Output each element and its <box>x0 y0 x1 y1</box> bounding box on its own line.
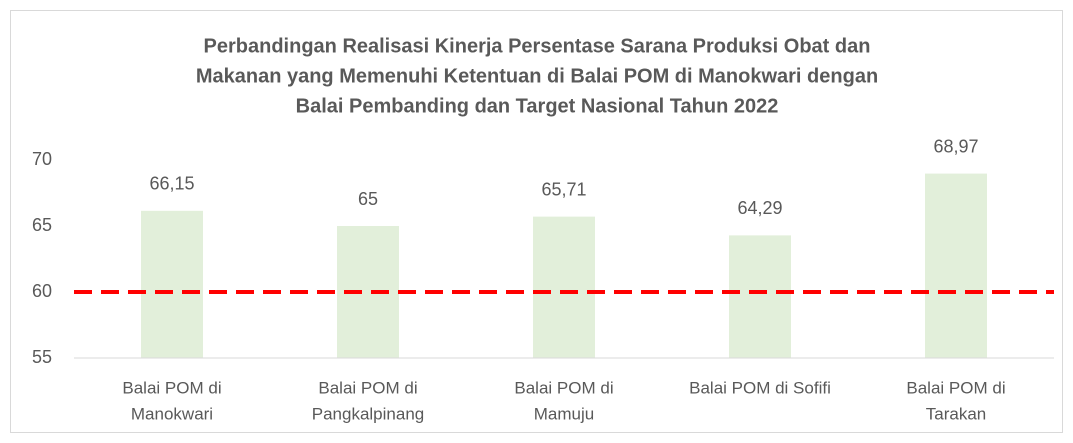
y-tick-label: 55 <box>32 347 52 367</box>
data-label: 65 <box>358 189 378 209</box>
data-label: 66,15 <box>149 174 194 194</box>
bar <box>533 216 595 358</box>
x-tick-label: Balai POM di <box>906 378 1005 397</box>
bar <box>141 210 203 358</box>
x-tick-label: Pangkalpinang <box>312 404 424 423</box>
data-label: 64,29 <box>737 198 782 218</box>
data-label: 65,71 <box>541 179 586 199</box>
y-tick-label: 65 <box>32 215 52 235</box>
chart-title: Perbandingan Realisasi Kinerja Persentas… <box>204 35 871 57</box>
y-tick-label: 70 <box>32 149 52 169</box>
x-tick-label: Mamuju <box>534 404 594 423</box>
chart-title: Makanan yang Memenuhi Ketentuan di Balai… <box>196 65 878 87</box>
x-tick-label: Tarakan <box>926 404 986 423</box>
bar <box>729 235 791 358</box>
bar <box>925 173 987 358</box>
x-tick-label: Balai POM di <box>318 378 417 397</box>
data-label: 68,97 <box>933 136 978 156</box>
chart-title: Balai Pembanding dan Target Nasional Tah… <box>296 95 779 117</box>
x-tick-label: Balai POM di <box>122 378 221 397</box>
x-tick-label: Manokwari <box>131 404 213 423</box>
x-tick-label: Balai POM di Sofifi <box>689 378 831 397</box>
y-tick-label: 60 <box>32 281 52 301</box>
x-tick-label: Balai POM di <box>514 378 613 397</box>
